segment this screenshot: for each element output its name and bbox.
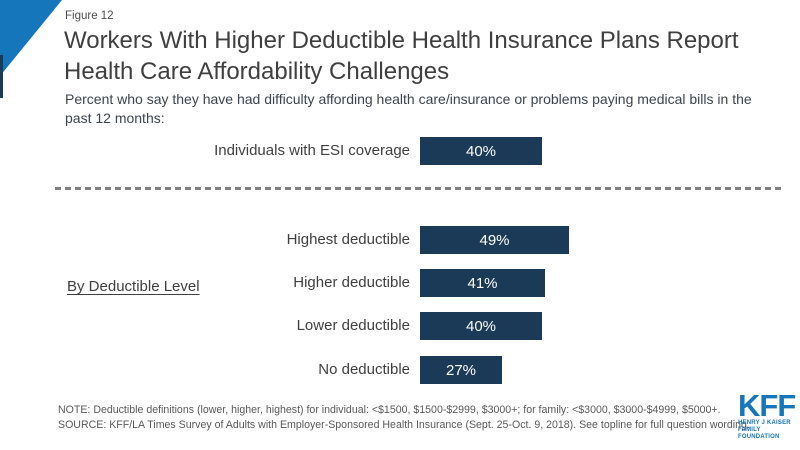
bar-label-no-deductible: No deductible — [318, 361, 410, 378]
bar-highest-deductible: 49% — [420, 226, 569, 254]
dashed-divider — [55, 187, 783, 190]
kff-logo-wordmark: KFF — [738, 388, 796, 423]
bar-label-highest-deductible: Highest deductible — [286, 231, 410, 248]
bar-no-deductible: 27% — [420, 356, 502, 384]
kff-logo-tagline-line1: HENRY J KAISER — [738, 420, 791, 426]
bar-value-highest-deductible: 49% — [479, 231, 510, 249]
bar-value-esi-overall: 40% — [465, 142, 497, 160]
bar-row-highest-deductible: Highest deductible 49% — [0, 226, 800, 254]
corner-accent-triangle — [0, 0, 62, 76]
chart-subtitle: Percent who say they have had difficulty… — [65, 91, 752, 126]
source-text: SOURCE: KFF/LA Times Survey of Adults wi… — [58, 419, 750, 431]
bar-esi-overall: 40% — [420, 137, 542, 165]
bar-value-lower-deductible: 40% — [465, 317, 497, 335]
bar-row-lower-deductible: Lower deductible 40% — [0, 312, 800, 340]
bar-lower-deductible: 40% — [420, 312, 542, 340]
bar-value-no-deductible: 27% — [445, 361, 477, 379]
bar-value-higher-deductible: 41% — [467, 274, 498, 292]
bar-label-esi-overall: Individuals with ESI coverage — [214, 142, 410, 159]
bar-higher-deductible: 41% — [420, 269, 545, 297]
kff-logo-tagline-line2: FAMILY FOUNDATION — [738, 427, 780, 440]
bar-label-lower-deductible: Lower deductible — [296, 317, 410, 334]
chart-title: Workers With Higher Deductible Health In… — [64, 27, 739, 85]
kff-logo: KFF HENRY J KAISER FAMILY FOUNDATION — [738, 388, 800, 441]
bar-row-esi-overall: Individuals with ESI coverage 40% — [0, 137, 800, 165]
corner-accent-strip — [0, 55, 3, 98]
bar-row-higher-deductible: Higher deductible 41% — [0, 269, 800, 297]
figure-label: Figure 12 — [65, 10, 114, 22]
bar-row-no-deductible: No deductible 27% — [0, 356, 800, 384]
note-text: NOTE: Deductible definitions (lower, hig… — [58, 404, 721, 416]
group-label-by-deductible-level: By Deductible Level — [67, 278, 200, 295]
bar-label-higher-deductible: Higher deductible — [293, 274, 410, 291]
